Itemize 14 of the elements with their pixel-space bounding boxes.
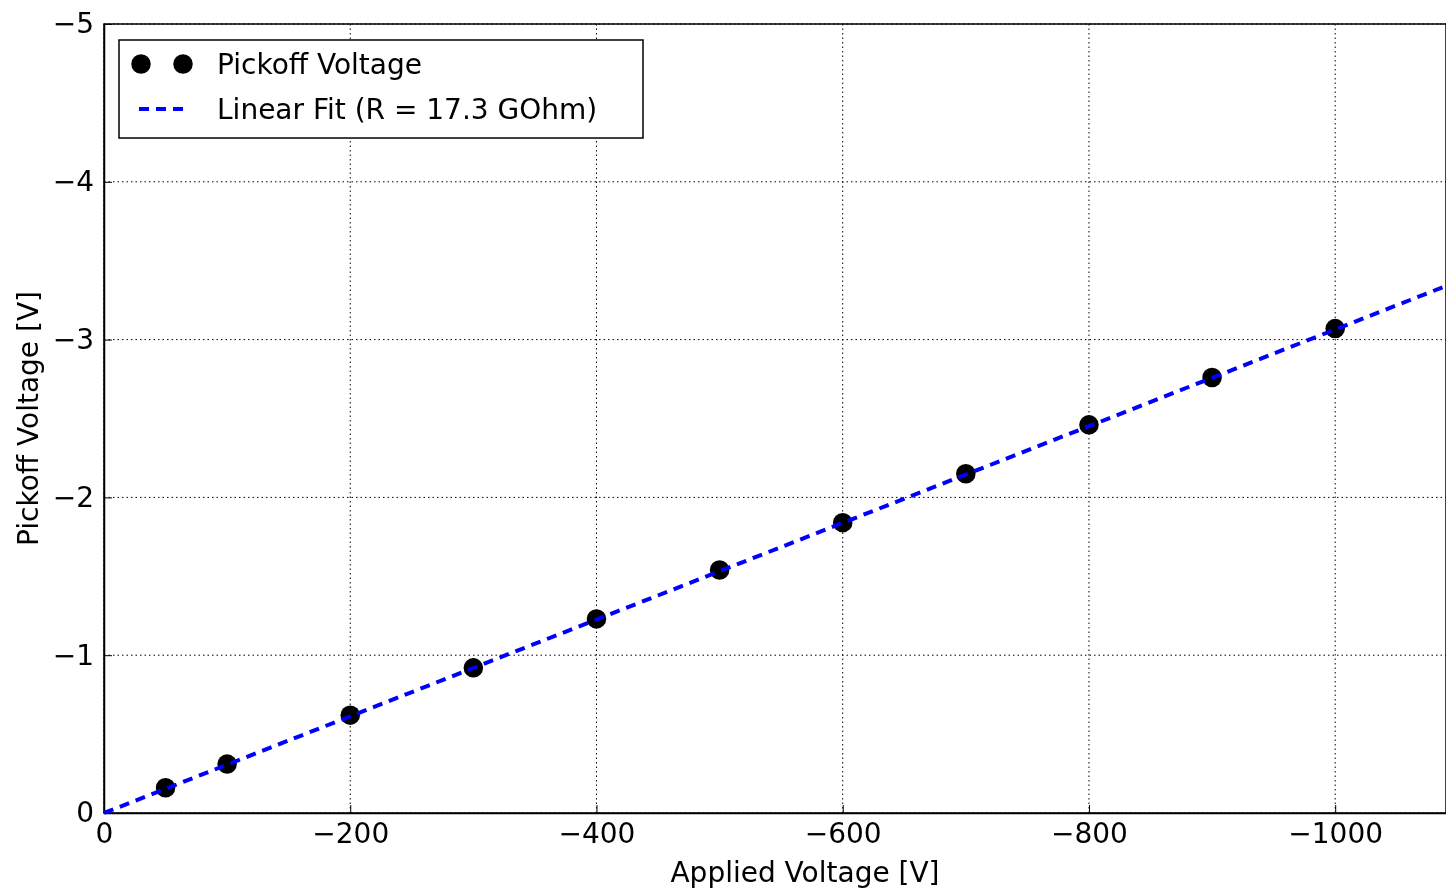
x-tick-label: −400 [558, 816, 636, 850]
x-tick-label: −800 [1051, 816, 1128, 850]
x-axis-title: Applied Voltage [V] [670, 856, 940, 889]
legend-label: Linear Fit (R = 17.3 GOhm) [217, 93, 598, 126]
x-tick-label: −600 [804, 816, 882, 850]
y-tick-label: −5 [52, 7, 94, 41]
y-tick-label: −2 [52, 480, 94, 514]
y-tick-label: −4 [52, 165, 94, 199]
legend-label: Pickoff Voltage [217, 48, 423, 81]
y-tick-label: −1 [52, 638, 94, 672]
y-tick-label: −3 [52, 323, 94, 357]
y-axis-title: Pickoff Voltage [V] [12, 291, 45, 546]
x-tick-label: −1000 [1288, 816, 1384, 850]
x-tick-label: −200 [312, 816, 390, 850]
